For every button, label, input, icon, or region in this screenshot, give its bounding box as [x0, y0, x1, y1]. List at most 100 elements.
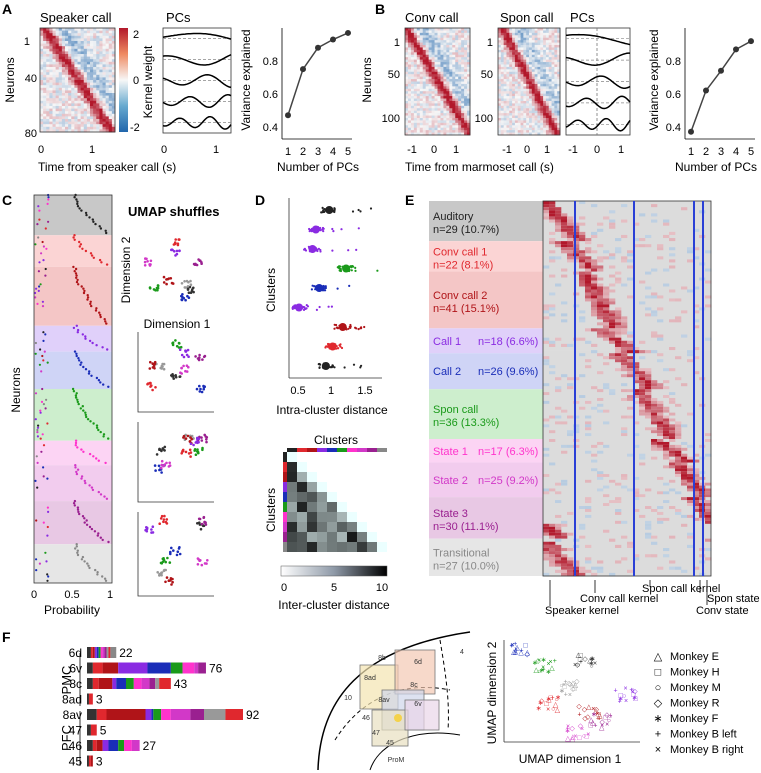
heat-cell: [551, 83, 555, 87]
e-heat-cell: [669, 459, 676, 463]
heat-cell: [506, 105, 510, 109]
heat-cell: [405, 105, 409, 109]
e-heat-cell: [555, 514, 562, 519]
heat-cell: [425, 122, 430, 126]
c-dot-other: [45, 247, 48, 250]
e-heat-cell: [657, 511, 664, 516]
e-heat-cell: [621, 316, 628, 320]
heat-cell: [514, 74, 519, 78]
e-heat-cell: [675, 456, 682, 460]
heat-cell: [449, 115, 453, 119]
e-heat-cell: [621, 535, 628, 539]
heat-cell: [111, 38, 116, 42]
heat-cell: [77, 124, 82, 128]
heat-cell: [71, 48, 75, 52]
heat-cell: [443, 127, 447, 131]
e-heat-cell: [585, 295, 592, 299]
heat-cell: [102, 46, 107, 50]
heat-cell: [416, 66, 421, 70]
heat-cell: [443, 57, 447, 61]
heat-cell: [548, 28, 552, 31]
heat-cell: [455, 35, 459, 39]
heat-cell: [77, 80, 82, 83]
c-dot: [105, 322, 108, 325]
heat-cell: [93, 59, 97, 63]
e-heat-cell: [549, 439, 556, 443]
heat-cell: [503, 86, 507, 90]
matrix-row-color: [283, 452, 287, 462]
c-dot: [85, 519, 88, 522]
heat-cell: [90, 129, 94, 133]
heat-cell: [526, 54, 530, 58]
swarm-point: [359, 366, 362, 369]
heat-cell: [498, 100, 502, 104]
umap-point: [168, 461, 171, 465]
e-heat-cell: [549, 313, 556, 317]
e-heat-cell: [663, 418, 670, 422]
heat-cell: [554, 88, 558, 92]
heat-cell: [440, 47, 444, 51]
c-dot: [84, 368, 88, 371]
heat-cell: [74, 33, 78, 37]
e-heat-cell: [579, 231, 586, 236]
heat-cell: [61, 28, 66, 31]
heat-cell: [534, 35, 538, 39]
e-heat-cell: [561, 268, 568, 272]
e-label-band: [429, 497, 543, 539]
heat-cell: [464, 88, 468, 92]
umap-point: [188, 448, 192, 452]
swarm-point: [333, 323, 336, 326]
heat-cell: [96, 51, 100, 55]
heat-cell: [419, 35, 424, 39]
spon-call-title: Spon call: [500, 10, 554, 25]
umap-point: [192, 262, 196, 266]
heat-cell: [437, 105, 441, 109]
heat-cell: [99, 113, 103, 117]
e-heat-cell: [603, 474, 610, 478]
heat-cell: [551, 28, 555, 31]
e-heat-cell: [561, 479, 568, 484]
heat-cell: [500, 88, 505, 92]
heat-cell: [405, 59, 409, 63]
c-dot: [104, 229, 107, 232]
heat-cell: [529, 132, 533, 136]
heat-cell: [548, 105, 552, 109]
heat-cell: [523, 47, 527, 51]
e-heat-cell: [597, 244, 604, 248]
heat-cell: [458, 91, 462, 95]
e-heat-cell: [657, 256, 664, 260]
c-dot-other: [41, 354, 44, 358]
matrix-cell: [327, 542, 337, 552]
heat-cell: [509, 115, 513, 119]
e-heat-cell: [621, 356, 628, 360]
e-heat-cell: [627, 488, 634, 492]
heat-cell: [46, 54, 50, 57]
heat-cell: [111, 80, 116, 83]
e-heat-cell: [651, 204, 658, 208]
heat-cell: [111, 41, 116, 44]
e-heat-cell: [627, 406, 634, 410]
e-heat-cell: [579, 535, 586, 539]
heat-cell: [407, 91, 412, 95]
e-heat-cell: [561, 319, 568, 323]
e-heat-cell: [561, 244, 568, 248]
heat-cell: [517, 91, 521, 95]
e-heat-cell: [561, 313, 568, 317]
heat-cell: [461, 40, 465, 43]
e-heat-cell: [573, 377, 580, 381]
heat-cell: [455, 113, 459, 116]
heat-cell: [540, 100, 544, 104]
heat-cell: [543, 105, 547, 109]
heat-cell: [446, 45, 450, 48]
heat-cell: [506, 79, 510, 82]
umap-point: [202, 355, 206, 359]
heat-cell: [422, 76, 427, 80]
e-heat-cell: [615, 368, 622, 372]
heat-cell: [416, 52, 421, 56]
c-dot-other: [38, 209, 41, 212]
heat-cell: [557, 69, 561, 73]
heat-cell: [43, 98, 47, 102]
heat-cell: [105, 61, 110, 65]
swarm-point: [327, 305, 330, 308]
umap-point: [202, 515, 206, 519]
